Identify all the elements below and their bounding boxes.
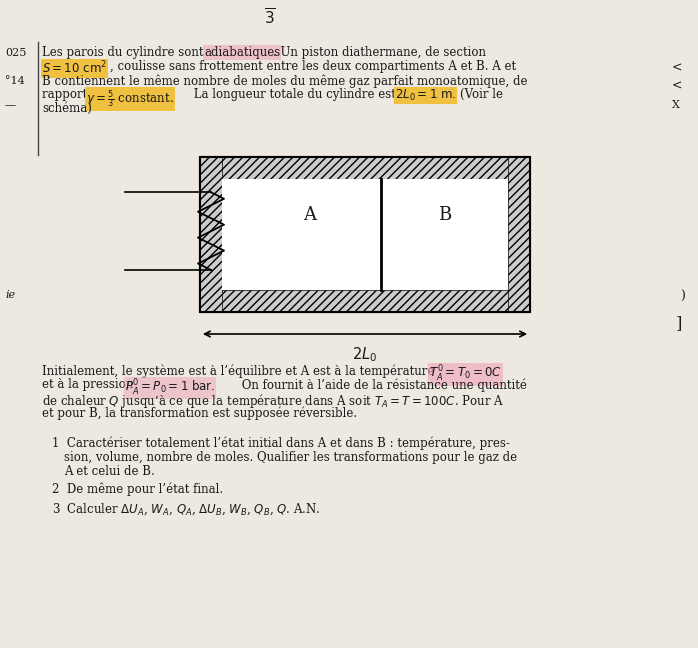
Text: 1  Caractériser totalement l’état initial dans A et dans B : température, pres-: 1 Caractériser totalement l’état initial… [52,437,510,450]
Text: sion, volume, nombre de moles. Qualifier les transformations pour le gaz de: sion, volume, nombre de moles. Qualifier… [64,451,517,464]
Text: B: B [438,205,451,224]
Bar [200,290,530,312]
Text: La longueur totale du cylindre est: La longueur totale du cylindre est [190,88,400,101]
Text: de chaleur $Q$ jusqu’à ce que la température dans A soit $T_A = T = 100C$. Pour : de chaleur $Q$ jusqu’à ce que la tempéra… [42,392,504,410]
Bar [200,157,530,179]
Text: Initialement, le système est à l’équilibre et A est à la température: Initialement, le système est à l’équilib… [42,364,438,378]
Text: et pour B, la transformation est supposée réversible.: et pour B, la transformation est supposé… [42,406,357,419]
Bar [200,157,222,312]
Text: adiabatiques: adiabatiques [204,46,281,59]
Text: °14: °14 [5,76,24,86]
Text: $S = 10\ \mathrm{cm}^2$: $S = 10\ \mathrm{cm}^2$ [42,60,107,76]
Text: $\overline{3}$: $\overline{3}$ [264,8,276,28]
Text: 025: 025 [5,48,27,58]
Text: schéma): schéma) [42,102,92,115]
Text: $2L_0$: $2L_0$ [352,345,378,364]
Text: 3  Calculer $\Delta U_A$, $W_A$, $Q_A$, $\Delta U_B$, $W_B$, $Q_B$, $Q$. A.N.: 3 Calculer $\Delta U_A$, $W_A$, $Q_A$, $… [52,501,320,516]
Text: rapport: rapport [42,88,91,101]
Bar [222,179,508,290]
Text: $T_A^0 = T_0 = 0C$: $T_A^0 = T_0 = 0C$ [429,364,502,384]
Text: . Un piston diathermane, de section: . Un piston diathermane, de section [273,46,486,59]
Text: —: — [5,100,16,110]
Text: (Voir le: (Voir le [460,88,503,101]
Text: et à la pression: et à la pression [42,378,137,391]
Text: ie: ie [5,290,15,300]
Text: 2  De même pour l’état final.: 2 De même pour l’état final. [52,483,223,496]
Text: A: A [303,205,315,224]
Text: B contiennent le même nombre de moles du même gaz parfait monoatomique, de: B contiennent le même nombre de moles du… [42,74,528,87]
Text: $P_A^0 = P_0 = 1\ \mathrm{bar.}$: $P_A^0 = P_0 = 1\ \mathrm{bar.}$ [125,378,215,398]
Text: <: < [672,62,683,75]
Bar [200,157,530,312]
Text: $\gamma = \frac{5}{3}$ constant.: $\gamma = \frac{5}{3}$ constant. [86,88,174,110]
Text: ]: ] [676,315,683,332]
Text: X: X [672,100,680,110]
Text: On fournit à l’aide de la résistance une quantité: On fournit à l’aide de la résistance une… [238,378,527,391]
Text: <: < [672,80,683,93]
Bar [200,157,530,312]
Text: , coulisse sans frottement entre les deux compartiments A et B. A et: , coulisse sans frottement entre les deu… [110,60,516,73]
Text: Les parois du cylindre sont: Les parois du cylindre sont [42,46,207,59]
Text: ): ) [680,290,685,303]
Text: A et celui de B.: A et celui de B. [64,465,155,478]
Text: $2L_0 = 1\ \mathrm{m.}$: $2L_0 = 1\ \mathrm{m.}$ [395,88,456,103]
Bar [508,157,530,312]
